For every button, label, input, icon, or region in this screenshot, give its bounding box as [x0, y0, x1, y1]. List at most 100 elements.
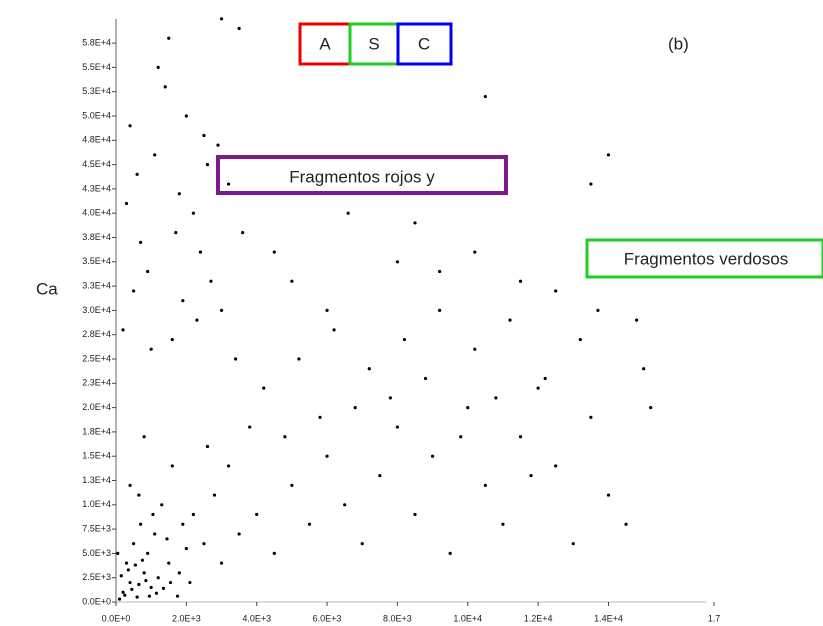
point: [161, 586, 166, 590]
point: [483, 483, 487, 487]
point: [117, 597, 122, 601]
point: [430, 454, 435, 458]
point: [353, 406, 357, 410]
point: [237, 26, 241, 31]
y-tick-label: 2.5E+3: [82, 572, 111, 582]
point: [307, 522, 312, 526]
y-tick-label: 4.5E+4: [82, 159, 111, 169]
point: [177, 192, 181, 196]
point: [147, 594, 152, 598]
point: [121, 590, 125, 594]
point: [140, 558, 144, 562]
point: [153, 153, 157, 157]
y-tick-label: 2.5E+4: [82, 353, 111, 363]
y-tick-label: 1.3E+4: [82, 475, 111, 485]
point: [205, 163, 210, 167]
point: [137, 582, 141, 587]
point: [153, 532, 157, 536]
y-axis-label: Ca: [36, 279, 58, 298]
y-tick-label: 7.5E+3: [82, 523, 111, 533]
point: [343, 503, 347, 507]
panel-label: (b): [668, 34, 689, 53]
point: [165, 537, 169, 541]
x-tick-label: 0.0E+0: [102, 613, 131, 623]
point: [272, 551, 276, 556]
point: [543, 376, 547, 381]
point: [116, 551, 120, 556]
point: [139, 522, 143, 526]
point: [128, 483, 132, 487]
point: [205, 444, 210, 449]
point: [226, 182, 231, 186]
point: [133, 563, 137, 567]
x-tick-label: 1.2E+4: [524, 613, 553, 623]
point: [483, 94, 487, 99]
point: [142, 435, 146, 439]
point: [142, 571, 146, 575]
point: [202, 133, 206, 138]
point: [473, 250, 477, 254]
point: [188, 580, 192, 585]
point: [606, 153, 611, 157]
annotation: Fragmentos rojos y: [289, 167, 435, 186]
y-tick-label: 4.8E+4: [82, 135, 111, 145]
point: [395, 260, 400, 264]
point: [554, 289, 558, 293]
point: [318, 415, 322, 419]
point: [181, 299, 185, 303]
y-tick-label: 2.8E+4: [82, 329, 111, 339]
point: [635, 318, 639, 322]
point: [395, 425, 400, 429]
point: [272, 250, 276, 254]
x-tick-label: 2.0E+3: [172, 613, 201, 623]
point: [191, 512, 195, 517]
point: [195, 318, 199, 322]
point: [168, 580, 173, 585]
point: [216, 143, 220, 147]
x-tick-label: 4.0E+3: [242, 613, 271, 623]
point: [554, 464, 558, 468]
point: [388, 396, 392, 400]
annotation: Fragmentos verdosos: [624, 249, 788, 268]
point: [367, 367, 371, 371]
x-tick-label: 1.7: [708, 613, 721, 623]
point: [167, 561, 171, 565]
point: [212, 493, 217, 497]
y-tick-label: 5.0E+3: [82, 548, 111, 558]
point: [131, 289, 136, 293]
point: [119, 574, 123, 578]
point: [297, 357, 301, 361]
point: [167, 36, 171, 40]
point: [378, 474, 382, 478]
y-tick-label: 5.3E+4: [82, 86, 111, 96]
point: [151, 512, 155, 517]
point: [202, 542, 206, 546]
y-tick-label: 2.3E+4: [82, 378, 111, 388]
point: [624, 522, 628, 526]
point: [149, 585, 153, 590]
point: [124, 201, 129, 206]
point: [255, 512, 259, 517]
point: [128, 124, 132, 128]
point: [290, 279, 294, 283]
point: [184, 546, 188, 551]
point: [466, 406, 470, 410]
point: [589, 182, 593, 186]
y-tick-label: 1.0E+4: [82, 499, 111, 509]
point: [529, 474, 533, 478]
point: [146, 269, 150, 274]
point: [137, 493, 141, 497]
point: [154, 591, 159, 595]
point: [226, 464, 231, 468]
legend-text: A: [319, 34, 331, 53]
point: [234, 357, 238, 361]
point: [262, 386, 266, 390]
point: [170, 337, 174, 342]
point: [184, 114, 188, 118]
point: [181, 522, 185, 526]
point: [290, 483, 294, 487]
point: [156, 65, 160, 69]
point: [237, 532, 241, 536]
point: [126, 568, 130, 572]
